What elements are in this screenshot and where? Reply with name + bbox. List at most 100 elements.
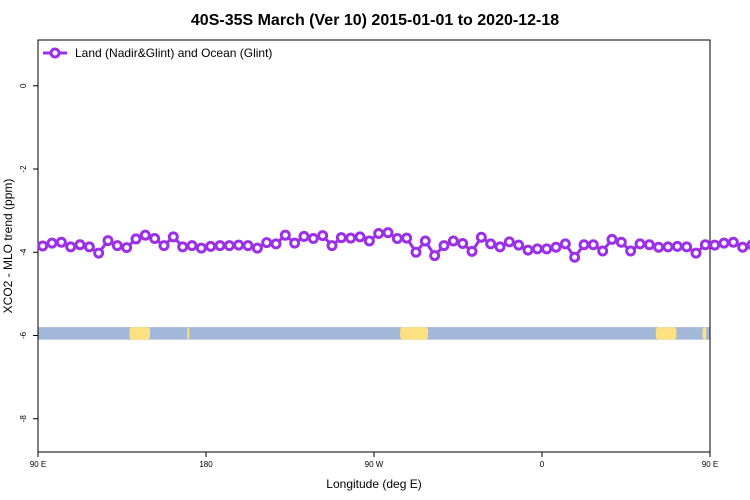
data-point: [65, 241, 77, 253]
data-point: [485, 238, 497, 250]
y-tick-label: -2: [19, 165, 28, 173]
data-point: [419, 235, 431, 247]
x-axis: 90 E 180 90 W 0 90 E: [30, 452, 718, 469]
data-point: [354, 231, 366, 243]
data-point: [177, 241, 189, 253]
land-patch: [655, 327, 677, 340]
x-tick-label: 180: [199, 460, 213, 469]
data-point: [391, 233, 403, 245]
data-point: [130, 233, 142, 245]
data-point: [615, 236, 627, 248]
data-point: [503, 236, 515, 248]
data-point: [83, 241, 95, 253]
y-tick-label: -8: [19, 415, 28, 423]
data-point: [373, 228, 385, 240]
data-point: [550, 241, 562, 253]
data-point: [233, 239, 245, 251]
data-point: [261, 237, 273, 249]
data-point: [494, 241, 506, 253]
data-point: [242, 240, 254, 252]
data-point: [522, 244, 534, 256]
data-point: [205, 240, 217, 252]
y-axis-label: XCO2 - MLO trend (ppm): [1, 179, 15, 314]
data-point: [186, 240, 198, 252]
data-point: [625, 245, 637, 257]
data-point: [158, 240, 170, 252]
data-point: [270, 238, 282, 250]
data-point: [317, 230, 329, 242]
y-tick-label: 0: [19, 83, 28, 88]
data-point: [569, 251, 581, 263]
data-point: [662, 241, 674, 253]
data-point: [681, 241, 693, 253]
data-point: [606, 233, 618, 245]
ocean-band: [38, 327, 710, 340]
plot-frame: [37, 39, 711, 453]
data-point: [531, 243, 543, 255]
data-point: [149, 233, 161, 245]
data-point: [727, 236, 739, 248]
chart-title: 40S-35S March (Ver 10) 2015-01-01 to 202…: [191, 12, 559, 29]
data-point: [671, 240, 683, 252]
land-ocean-band: [38, 327, 710, 340]
data-point: [298, 230, 310, 242]
data-point: [401, 232, 413, 244]
data-point: [699, 239, 711, 251]
x-tick-label: 0: [540, 460, 545, 469]
data-point: [111, 240, 123, 252]
data-point: [102, 235, 114, 247]
data-point: [578, 239, 590, 251]
data-point: [513, 239, 525, 251]
x-tick-label: 90 W: [365, 460, 384, 469]
data-point: [410, 246, 422, 258]
data-point: [251, 242, 263, 254]
data-point: [167, 231, 179, 243]
data-point: [307, 233, 319, 245]
x-tick-label: 90 E: [30, 460, 46, 469]
data-point: [382, 227, 394, 239]
land-patch: [400, 327, 429, 340]
data-point: [335, 232, 347, 244]
legend: Land (Nadir&Glint) and Ocean (Glint): [43, 46, 272, 60]
y-axis: 0 -2 -4 -6 -8: [19, 83, 38, 422]
y-tick-label: -4: [19, 248, 28, 256]
data-point: [223, 240, 235, 252]
data-point: [214, 240, 226, 252]
data-point: [718, 237, 730, 249]
data-point: [466, 245, 478, 257]
x-tick-label: 90 E: [702, 460, 718, 469]
data-point: [447, 235, 459, 247]
data-point: [541, 243, 553, 255]
land-patch: [702, 327, 707, 340]
legend-label: Land (Nadir&Glint) and Ocean (Glint): [75, 46, 272, 60]
data-point: [475, 231, 487, 243]
data-point: [289, 237, 301, 249]
series-layer: [37, 227, 750, 263]
data-point: [597, 245, 609, 257]
data-point: [653, 241, 665, 253]
data-point: [690, 247, 702, 259]
data-point: [457, 238, 469, 250]
data-point: [709, 239, 721, 251]
data-point: [587, 239, 599, 251]
data-point: [643, 239, 655, 251]
data-point: [121, 242, 133, 254]
data-point: [93, 247, 105, 259]
land-patch: [187, 327, 190, 340]
data-point: [37, 240, 49, 252]
data-point: [139, 229, 151, 241]
data-point: [737, 241, 749, 253]
land-patch: [129, 327, 150, 340]
x-axis-label: Longitude (deg E): [326, 477, 421, 491]
legend-marker: [49, 47, 61, 59]
data-point: [363, 235, 375, 247]
y-tick-label: -6: [19, 331, 28, 339]
data-point: [438, 240, 450, 252]
data-point: [345, 232, 357, 244]
data-point: [74, 239, 86, 251]
data-point: [559, 238, 571, 250]
data-point: [55, 236, 67, 248]
data-point: [326, 240, 338, 252]
data-point: [195, 242, 207, 254]
data-point: [279, 229, 291, 241]
